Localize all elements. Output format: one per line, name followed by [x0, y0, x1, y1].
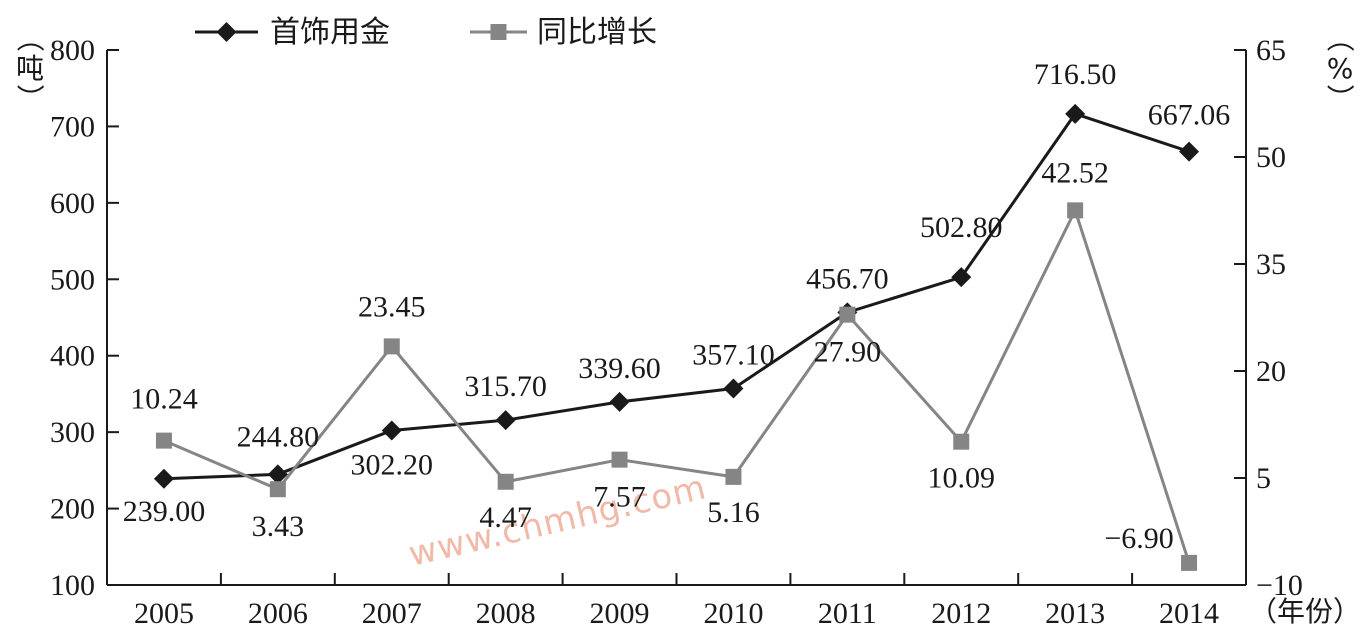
left-tick-label: 500 — [50, 263, 95, 296]
diamond-marker — [381, 420, 402, 441]
data-label: 716.50 — [1034, 58, 1117, 91]
data-labels: 239.00 244.80 302.20 315.70 339.60 357.10 456.… — [123, 58, 1231, 555]
x-tick-label: 2011 — [818, 597, 877, 630]
square-marker — [269, 481, 286, 498]
diamond-marker — [609, 391, 630, 412]
watermark: www.chmhg.com — [405, 467, 710, 574]
square-marker — [725, 468, 742, 485]
square-marker — [953, 433, 970, 450]
axis-unit-labels: （吨）（%）（年份） — [13, 24, 1361, 628]
data-label: 456.70 — [806, 262, 889, 295]
data-label: 339.60 — [578, 352, 661, 385]
x-tick-label: 2013 — [1045, 597, 1105, 630]
data-label: 5.16 — [707, 496, 760, 529]
right-tick-label: 65 — [1256, 34, 1286, 67]
series-markers — [153, 103, 1200, 571]
data-label: 42.52 — [1041, 156, 1109, 189]
x-tick-label: 2010 — [703, 597, 763, 630]
right-tick-label: 50 — [1256, 141, 1286, 174]
legend-label-1: 首饰用金 — [270, 15, 390, 50]
left-tick-label: 200 — [50, 493, 95, 526]
legend: 首饰用金 同比增长 — [195, 15, 657, 50]
data-label: 302.20 — [351, 448, 434, 481]
data-label: 10.24 — [130, 383, 198, 416]
x-tick-label: 2014 — [1159, 597, 1219, 630]
legend-diamond-marker — [216, 22, 237, 42]
square-marker — [497, 473, 514, 490]
diamond-marker — [1179, 141, 1200, 162]
series-lines — [163, 112, 1191, 564]
x-tick-label: 2006 — [248, 597, 308, 630]
x-tick-label: 2008 — [476, 597, 536, 630]
square-marker — [839, 306, 856, 323]
square-marker — [611, 451, 628, 468]
data-label: 4.47 — [479, 501, 532, 534]
diamond-marker — [495, 410, 516, 431]
right-unit-label-char: ） — [1323, 84, 1356, 112]
data-label: 357.10 — [692, 339, 775, 372]
x-tick-label: 2005 — [134, 597, 194, 630]
right-unit-label-char: % — [1327, 52, 1354, 85]
left-tick-label: 400 — [50, 340, 95, 373]
left-tick-label: 300 — [50, 416, 95, 449]
left-unit-label-char: ） — [13, 84, 46, 112]
legend-label-2: 同比增长 — [537, 15, 657, 50]
data-label: −6.90 — [1104, 522, 1173, 555]
data-label: 315.70 — [464, 370, 547, 403]
diamond-marker — [153, 468, 174, 489]
data-label: 502.80 — [920, 211, 1003, 244]
left-tick-label: 100 — [50, 569, 95, 602]
right-tick-label: 35 — [1256, 248, 1286, 281]
diamond-marker — [1065, 103, 1086, 124]
legend-square-marker — [490, 24, 507, 40]
diamond-marker — [951, 267, 972, 288]
series-line-1 — [163, 112, 1190, 481]
square-marker — [1067, 202, 1084, 219]
square-marker — [383, 338, 400, 355]
left-unit-label-char: （ — [13, 24, 46, 52]
data-label: 10.09 — [928, 462, 996, 495]
x-unit-label: （年份） — [1249, 595, 1361, 628]
left-unit-label-char: 吨 — [16, 52, 44, 85]
data-label: 3.43 — [252, 510, 305, 543]
data-label: 27.90 — [814, 336, 882, 369]
data-label: 667.06 — [1148, 99, 1231, 132]
data-label: 23.45 — [358, 290, 426, 323]
diamond-marker — [723, 378, 744, 399]
left-unit-label: （吨） — [13, 24, 46, 112]
square-marker — [155, 432, 172, 449]
right-tick-label: 5 — [1256, 462, 1271, 495]
right-unit-label-char: （ — [1323, 24, 1356, 52]
right-tick-label: −10 — [1256, 569, 1303, 602]
data-label: 244.80 — [237, 420, 320, 453]
axes — [106, 49, 1247, 586]
x-tick-label: 2007 — [362, 597, 422, 630]
diamond-marker — [267, 464, 288, 485]
x-tick-label: 2009 — [590, 597, 650, 630]
right-unit-label: （%） — [1323, 24, 1356, 112]
left-tick-label: 600 — [50, 187, 95, 220]
tick-labels: 100 200 300 400 500 600 700 800 −10 5 20 35 50 65 2005… — [50, 34, 1303, 630]
left-tick-label: 800 — [50, 34, 95, 67]
square-marker — [1181, 554, 1198, 571]
right-tick-label: 20 — [1256, 355, 1286, 388]
data-label: 239.00 — [123, 495, 206, 528]
left-tick-label: 700 — [50, 110, 95, 143]
x-tick-label: 2012 — [931, 597, 991, 630]
series-line-2 — [163, 208, 1191, 564]
data-label: 7.57 — [593, 481, 646, 514]
